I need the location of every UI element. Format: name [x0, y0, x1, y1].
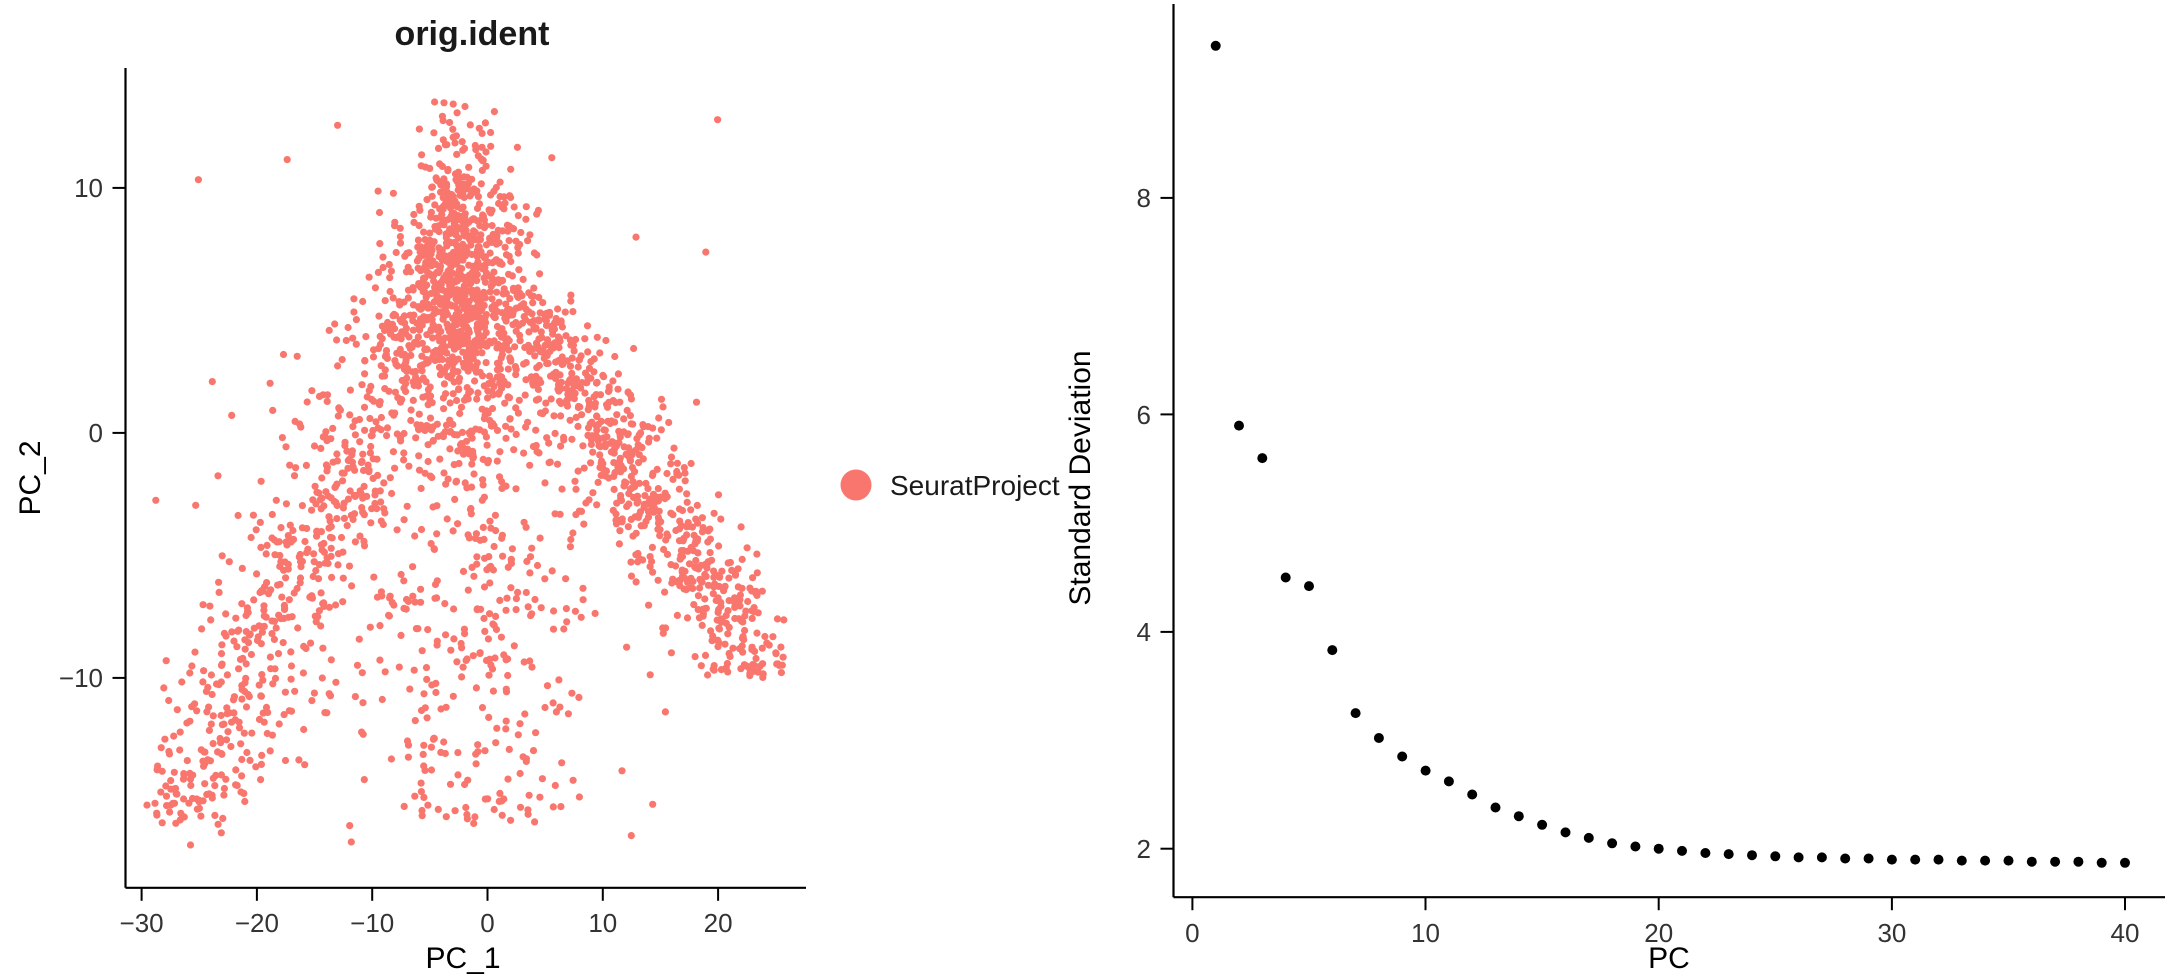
- svg-text:2: 2: [1137, 834, 1151, 864]
- svg-text:10: 10: [1411, 918, 1440, 948]
- svg-text:Standard Deviation: Standard Deviation: [1064, 350, 1097, 605]
- svg-text:40: 40: [2111, 918, 2140, 948]
- svg-text:SeuratProject: SeuratProject: [890, 470, 1060, 501]
- svg-text:−10: −10: [59, 663, 103, 693]
- svg-text:8: 8: [1137, 183, 1151, 213]
- svg-text:orig.ident: orig.ident: [395, 15, 550, 53]
- svg-text:30: 30: [1877, 918, 1906, 948]
- svg-text:0: 0: [480, 908, 494, 938]
- svg-text:4: 4: [1137, 617, 1151, 647]
- svg-text:−20: −20: [235, 908, 279, 938]
- svg-text:10: 10: [74, 173, 103, 203]
- svg-text:PC: PC: [1648, 942, 1690, 975]
- svg-text:−10: −10: [350, 908, 394, 938]
- svg-text:PC_1: PC_1: [425, 942, 500, 975]
- svg-text:PC_2: PC_2: [14, 440, 47, 515]
- svg-text:20: 20: [704, 908, 733, 938]
- svg-text:0: 0: [89, 418, 103, 448]
- svg-text:10: 10: [588, 908, 617, 938]
- svg-text:6: 6: [1137, 400, 1151, 430]
- svg-text:−30: −30: [120, 908, 164, 938]
- svg-text:0: 0: [1185, 918, 1199, 948]
